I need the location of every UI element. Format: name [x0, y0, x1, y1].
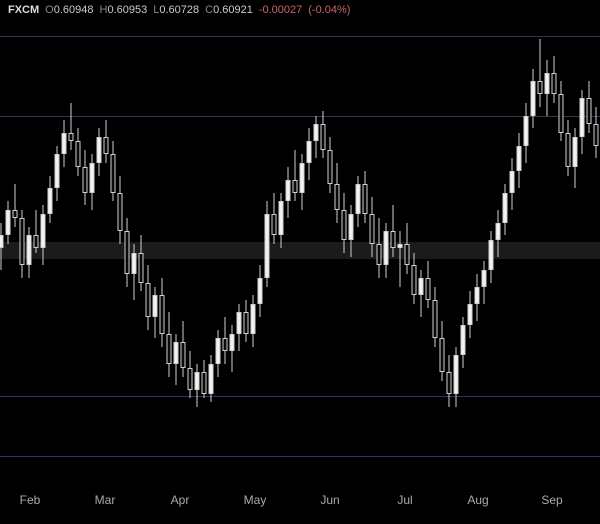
x-axis-label: Jun — [320, 493, 339, 507]
chart-header: FXCM O0.60948 H0.60953 L0.60728 C0.60921… — [8, 4, 350, 16]
x-axis-label: May — [244, 493, 267, 507]
horizontal-level-line — [0, 116, 600, 117]
x-axis-label: Mar — [95, 493, 116, 507]
x-axis-label: Aug — [467, 493, 488, 507]
x-axis-label: Feb — [20, 493, 41, 507]
horizontal-level-line — [0, 36, 600, 37]
x-axis: Feb Mar Apr May Jun Jul Aug Sep — [0, 485, 600, 515]
price-change: -0.00027 — [259, 4, 302, 16]
ohlc-high: H0.60953 — [100, 4, 148, 16]
ohlc-close: C0.60921 — [205, 4, 253, 16]
ohlc-low: L0.60728 — [153, 4, 199, 16]
x-axis-label: Apr — [171, 493, 190, 507]
x-axis-label: Sep — [541, 493, 562, 507]
ticker-symbol: FXCM — [8, 4, 39, 16]
candlestick-chart[interactable] — [0, 30, 600, 458]
mid-band — [0, 242, 600, 259]
price-change-pct: (-0.04%) — [308, 4, 350, 16]
x-axis-label: Jul — [397, 493, 412, 507]
horizontal-level-line — [0, 456, 600, 457]
horizontal-level-line — [0, 396, 600, 397]
ohlc-open: O0.60948 — [45, 4, 93, 16]
